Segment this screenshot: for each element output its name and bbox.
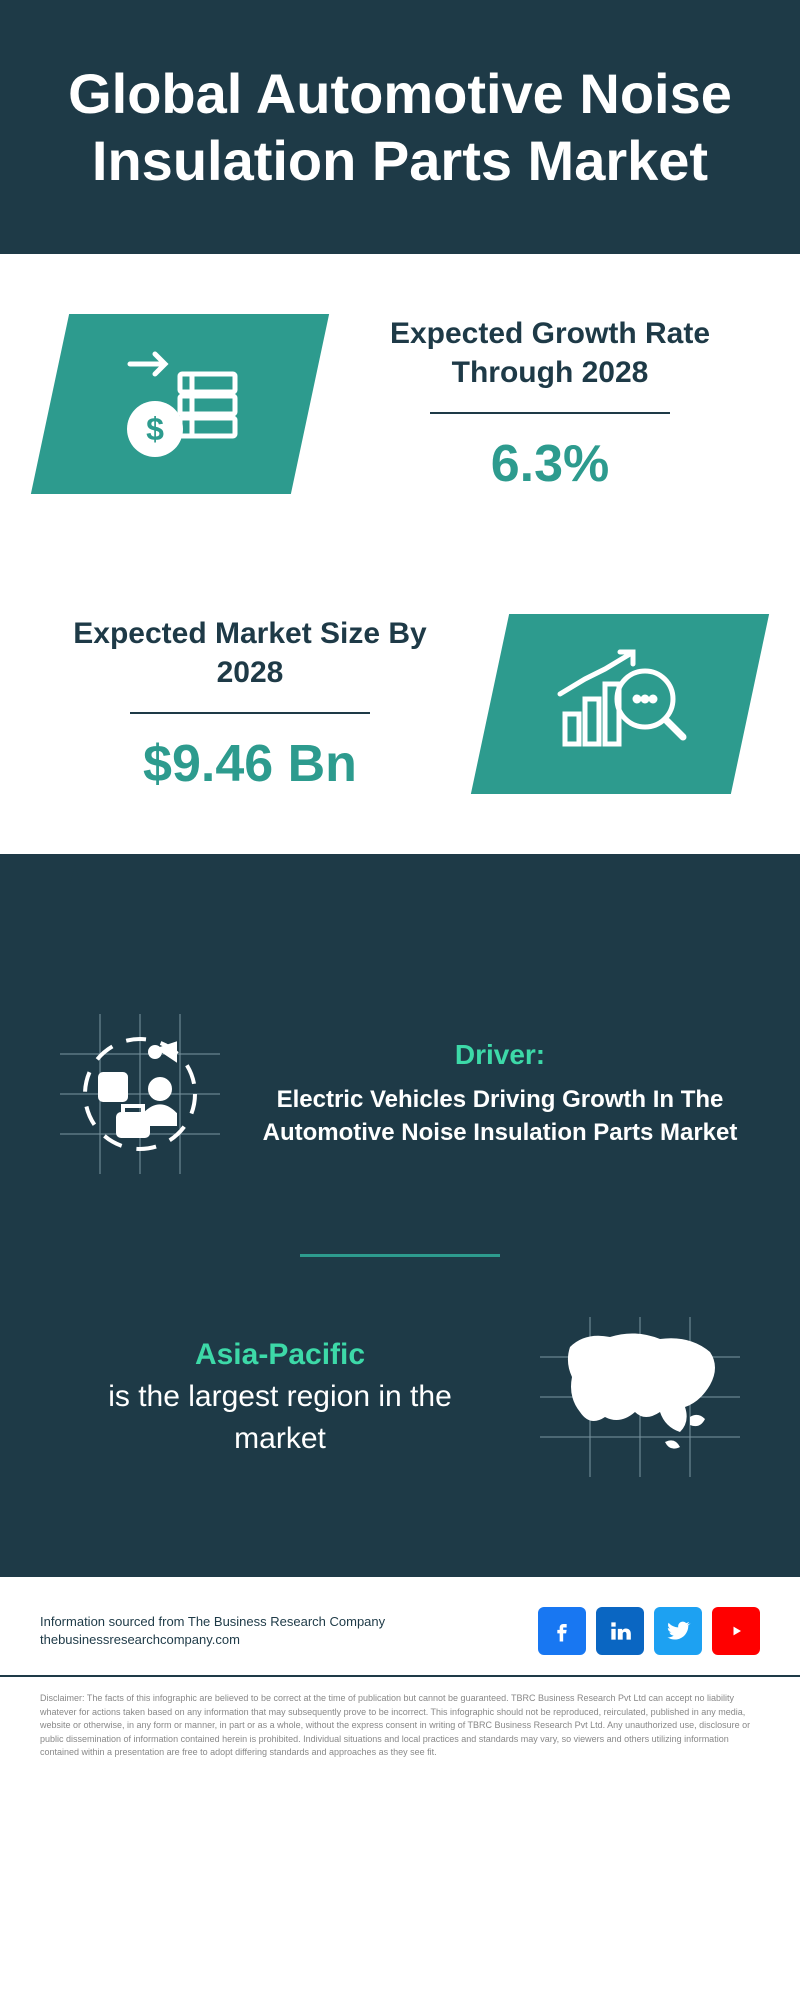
disclaimer: Disclaimer: The facts of this infographi…	[0, 1677, 800, 1800]
source-line-2: thebusinessresearchcompany.com	[40, 1631, 385, 1649]
twitter-icon[interactable]	[654, 1607, 702, 1655]
facebook-icon[interactable]	[538, 1607, 586, 1655]
region-map-container	[540, 1317, 740, 1477]
footer-row: Information sourced from The Business Re…	[40, 1607, 760, 1655]
growth-rate-value: 6.3%	[350, 434, 750, 494]
market-size-section: Expected Market Size By 2028 $9.46 Bn	[0, 554, 800, 854]
page-title: Global Automotive Noise Insulation Parts…	[50, 60, 750, 194]
asia-pacific-map-icon	[540, 1317, 740, 1477]
dark-info-section: Driver: Electric Vehicles Driving Growth…	[0, 854, 800, 1577]
skyline-graphic	[0, 854, 800, 974]
driver-text: Driver: Electric Vehicles Driving Growth…	[260, 1039, 740, 1150]
footer: Information sourced from The Business Re…	[0, 1577, 800, 1677]
region-highlight: Asia-Pacific	[195, 1338, 365, 1371]
region-description: is the largest region in the market	[108, 1380, 452, 1455]
money-growth-icon: $	[110, 344, 250, 464]
driver-description: Electric Vehicles Driving Growth In The …	[260, 1083, 740, 1150]
footer-source: Information sourced from The Business Re…	[40, 1613, 385, 1649]
divider	[130, 712, 370, 714]
header-banner: Global Automotive Noise Insulation Parts…	[0, 0, 800, 254]
growth-rate-section: $ Expected Growth Rate Through 2028 6.3%	[0, 254, 800, 554]
chart-analysis-icon	[545, 644, 695, 764]
divider	[430, 412, 670, 414]
market-size-text: Expected Market Size By 2028 $9.46 Bn	[50, 614, 450, 794]
youtube-icon[interactable]	[712, 1607, 760, 1655]
section-divider	[300, 1254, 500, 1257]
region-block: Asia-Pacific is the largest region in th…	[0, 1297, 800, 1517]
driver-block: Driver: Electric Vehicles Driving Growth…	[0, 974, 800, 1214]
svg-text:$: $	[146, 411, 164, 447]
linkedin-icon[interactable]	[596, 1607, 644, 1655]
driver-label: Driver:	[260, 1039, 740, 1071]
growth-rate-text: Expected Growth Rate Through 2028 6.3%	[350, 314, 750, 494]
region-text: Asia-Pacific is the largest region in th…	[60, 1334, 500, 1460]
social-icons	[538, 1607, 760, 1655]
growth-rate-label: Expected Growth Rate Through 2028	[350, 314, 750, 392]
source-line-1: Information sourced from The Business Re…	[40, 1613, 385, 1631]
driver-icon-container	[60, 1014, 220, 1174]
market-size-value: $9.46 Bn	[50, 734, 450, 794]
chart-analysis-icon-card	[471, 614, 769, 794]
money-growth-icon-card: $	[31, 314, 329, 494]
driver-network-icon	[60, 1014, 220, 1174]
market-size-label: Expected Market Size By 2028	[50, 614, 450, 692]
